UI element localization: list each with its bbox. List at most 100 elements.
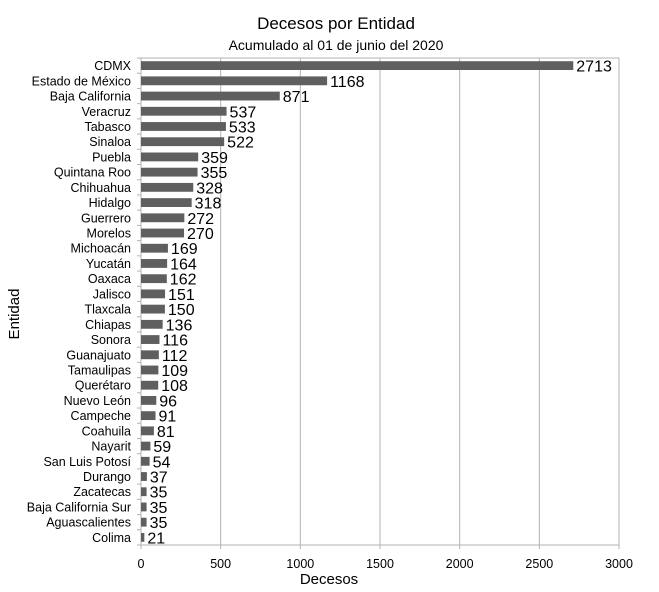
- bar: [141, 152, 199, 162]
- bar: [141, 517, 147, 527]
- bar: [141, 198, 192, 207]
- data-label: 109: [161, 363, 188, 380]
- category-label: Jalisco: [93, 287, 131, 301]
- category-label: Morelos: [87, 227, 131, 241]
- data-label: 328: [196, 180, 223, 197]
- data-label: 59: [153, 439, 171, 456]
- category-label: Nayarit: [91, 440, 131, 454]
- category-label: Chiapas: [85, 318, 131, 332]
- bar: [141, 319, 163, 329]
- category-label: Yucatán: [86, 257, 131, 271]
- bars: [141, 61, 574, 542]
- data-label: 91: [158, 409, 176, 426]
- bar: [141, 259, 168, 268]
- x-tick-label: 1500: [366, 557, 394, 571]
- x-tick-label: 2500: [525, 557, 553, 571]
- data-label: 108: [161, 378, 188, 395]
- bar: [141, 167, 198, 177]
- category-label: Aguascalientes: [46, 516, 131, 530]
- bar: [141, 76, 328, 86]
- category-label: Tamaulipas: [68, 363, 131, 377]
- data-label: 35: [150, 500, 168, 517]
- category-label: Tlaxcala: [84, 303, 131, 317]
- value-labels: 2713116887153753352235935532831827227016…: [147, 59, 612, 548]
- data-label: 270: [187, 226, 214, 243]
- data-label: 150: [168, 302, 195, 319]
- data-label: 537: [230, 104, 257, 121]
- category-label: CDMX: [94, 59, 131, 73]
- data-label: 355: [201, 165, 228, 182]
- data-label: 54: [153, 454, 171, 471]
- bar: [141, 182, 194, 192]
- category-label: Guanajuato: [66, 348, 131, 362]
- category-label: Sonora: [91, 333, 131, 347]
- bar: [141, 502, 147, 512]
- data-label: 522: [227, 135, 254, 152]
- data-label: 164: [170, 256, 197, 273]
- data-label: 151: [168, 287, 195, 304]
- data-label: 116: [162, 333, 188, 350]
- data-label: 21: [147, 530, 165, 547]
- bar: [141, 487, 147, 497]
- bar: [141, 137, 225, 147]
- category-label: Michoacán: [71, 242, 131, 256]
- data-label: 169: [171, 241, 198, 258]
- x-tick-label: 1000: [286, 557, 314, 571]
- bar: [141, 380, 159, 390]
- category-label: Baja California Sur: [27, 500, 131, 514]
- category-label: Veracruz: [82, 105, 131, 119]
- category-label: Oaxaca: [88, 272, 131, 286]
- chart-subtitle: Acumulado al 01 de junio del 2020: [229, 37, 444, 53]
- category-label: Zacatecas: [73, 485, 131, 499]
- bar: [141, 91, 280, 101]
- data-label: 136: [166, 317, 193, 334]
- data-label: 871: [283, 89, 310, 106]
- category-label: Guerrero: [81, 211, 131, 225]
- bar: [141, 532, 145, 542]
- gridlines: [137, 57, 620, 549]
- x-axis-title: Decesos: [300, 571, 358, 588]
- bar: [141, 243, 168, 253]
- category-label: Puebla: [92, 150, 131, 164]
- category-label: Hidalgo: [89, 196, 131, 210]
- data-label: 81: [157, 424, 175, 441]
- data-label: 533: [229, 119, 256, 136]
- bar: [141, 274, 167, 284]
- bar: [141, 106, 227, 116]
- data-label: 162: [170, 272, 197, 289]
- category-label: Nuevo León: [64, 394, 131, 408]
- bar: [141, 335, 160, 344]
- bar: [141, 213, 185, 223]
- data-label: 35: [150, 485, 168, 502]
- category-label: Colima: [92, 531, 131, 545]
- category-label: San Luis Potosí: [43, 455, 131, 469]
- bar: [141, 61, 574, 71]
- bar: [141, 456, 150, 466]
- data-label: 35: [150, 515, 168, 532]
- category-label: Coahuila: [82, 424, 131, 438]
- category-label: Estado de México: [32, 74, 131, 88]
- data-label: 318: [195, 196, 222, 213]
- data-label: 96: [159, 393, 177, 410]
- category-label: Quintana Roo: [54, 166, 131, 180]
- category-label: Durango: [83, 470, 131, 484]
- data-label: 37: [150, 470, 168, 487]
- category-label: Sinaloa: [89, 135, 131, 149]
- data-label: 112: [162, 348, 188, 365]
- bar: [141, 411, 156, 421]
- category-label: Baja California: [50, 90, 131, 104]
- category-label: Tabasco: [84, 120, 131, 134]
- data-label: 359: [201, 150, 228, 167]
- x-tick-labels: 0 500 1000 1500 2000 2500 3000: [138, 557, 633, 571]
- bar: [141, 426, 154, 436]
- category-label: Chihuahua: [71, 181, 132, 195]
- chart-title: Decesos por Entidad: [257, 14, 415, 33]
- bar: [141, 350, 159, 360]
- data-label: 1168: [330, 74, 365, 91]
- category-label: Querétaro: [75, 379, 131, 393]
- bar: [141, 396, 157, 405]
- x-tick-label: 3000: [605, 557, 633, 571]
